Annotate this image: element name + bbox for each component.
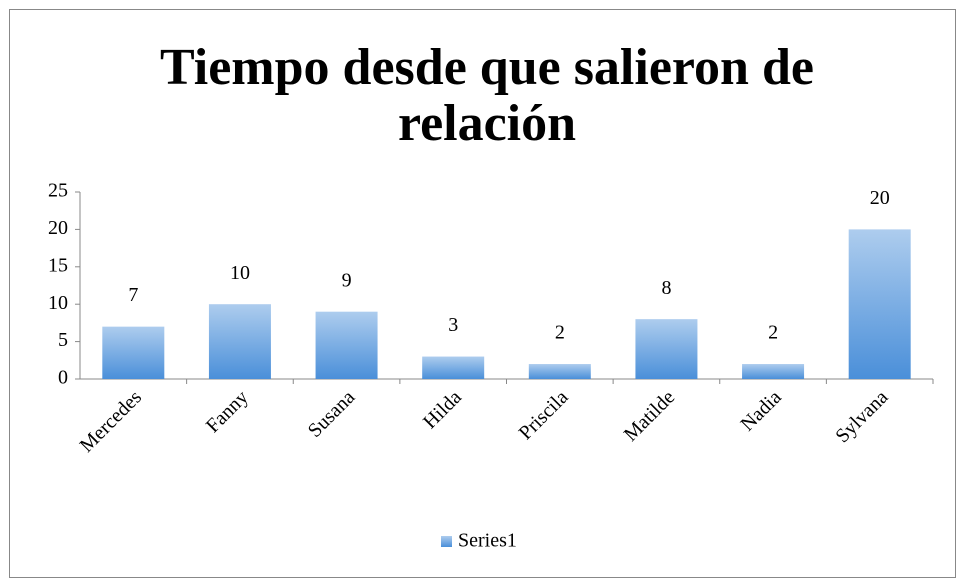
bar [422, 356, 485, 379]
x-tick-label: Nadia [737, 386, 786, 435]
x-tick-label: Priscila [515, 386, 573, 444]
data-label: 2 [555, 322, 565, 344]
x-tick-label: Susana [304, 386, 360, 442]
bar [848, 229, 911, 379]
data-label: 8 [661, 277, 671, 299]
bar [742, 364, 805, 379]
bar [528, 364, 591, 379]
y-tick-label: 20 [48, 217, 68, 239]
y-tick-label: 5 [58, 329, 68, 351]
bar [102, 326, 165, 379]
y-tick-label: 25 [48, 180, 68, 202]
y-tick-label: 15 [48, 254, 68, 276]
data-label: 3 [448, 314, 458, 336]
data-label: 2 [768, 322, 778, 344]
chart-border [9, 9, 956, 578]
bar [635, 319, 698, 379]
legend-swatch [441, 536, 452, 547]
chart-title: Tiempo desde que salieron de relación [160, 39, 814, 152]
x-tick-label: Matilde [620, 386, 680, 446]
bar [208, 304, 271, 379]
x-tick-label: Mercedes [76, 386, 147, 457]
x-tick-label: Hilda [419, 386, 466, 433]
x-tick-label: Fanny [202, 386, 253, 437]
data-label: 20 [870, 187, 890, 209]
x-tick-label: Sylvana [831, 386, 892, 447]
data-label: 10 [230, 262, 250, 284]
y-tick-label: 10 [48, 292, 68, 314]
legend-label: Series1 [458, 530, 517, 552]
data-label: 7 [128, 284, 138, 306]
bar [315, 311, 378, 379]
y-tick-label: 0 [58, 367, 68, 389]
data-label: 9 [342, 269, 352, 291]
